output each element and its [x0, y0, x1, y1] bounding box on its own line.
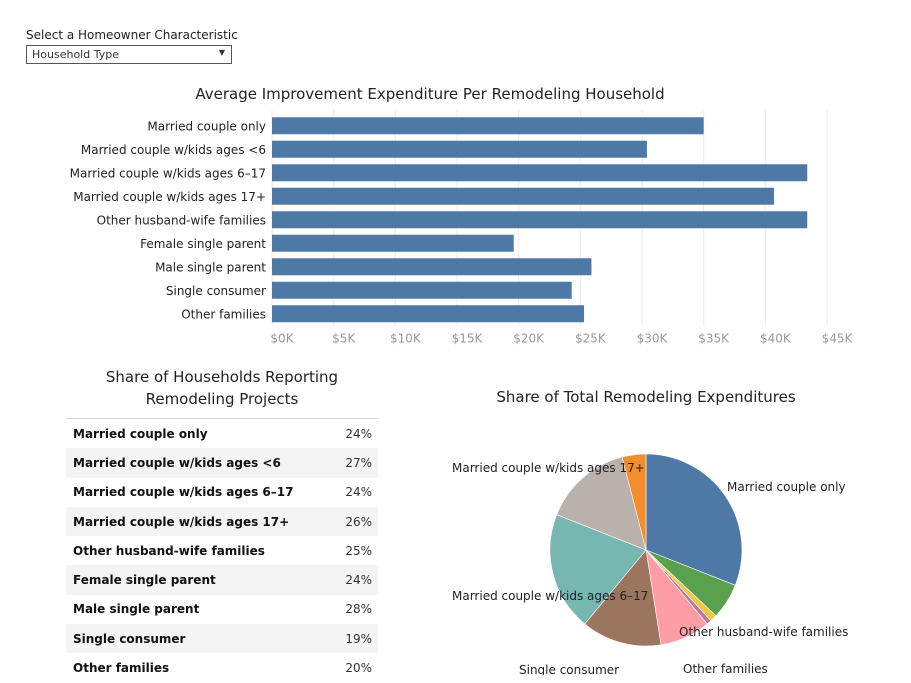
share-table: Married couple only 24% Married couple w/k…: [66, 418, 378, 683]
pie-slice-label: Other families: [683, 662, 768, 675]
bar-chart-title: Average Improvement Expenditure Per Remo…: [195, 85, 665, 103]
pie-slice[interactable]: [556, 456, 647, 551]
table-row-label: Married couple w/kids ages <6: [73, 455, 281, 470]
category-label: Married couple only: [147, 119, 266, 133]
category-label: Married couple w/kids ages <6: [81, 143, 266, 157]
table-row: Male single parent 28%: [66, 595, 378, 624]
bar[interactable]: [272, 234, 514, 252]
x-tick-label: $15K: [452, 332, 484, 346]
table-row: Female single parent 24%: [66, 565, 378, 595]
pie-slice[interactable]: [645, 453, 743, 586]
table-row-label: Other husband-wife families: [73, 543, 265, 558]
bar[interactable]: [272, 258, 592, 276]
table-row-value: 24%: [345, 426, 372, 441]
pie-slice[interactable]: [621, 453, 647, 551]
bar[interactable]: [272, 187, 774, 205]
pie-chart: Married couple only Other husband-wife fa…: [452, 453, 848, 675]
category-label: Married couple w/kids ages 17+: [73, 190, 266, 204]
bar[interactable]: [272, 140, 647, 158]
dropdown-selected-value: Household Type: [32, 48, 119, 61]
table-row-label: Single consumer: [73, 631, 186, 646]
pie-slice-label: Married couple w/kids ages 6–17: [452, 589, 648, 603]
table-row: Other husband-wife families 25%: [66, 536, 378, 565]
x-tick-label: $0K: [270, 332, 294, 346]
bar[interactable]: [272, 211, 808, 229]
table-row-label: Female single parent: [73, 573, 216, 588]
dropdown-arrow-icon: ▼: [218, 48, 225, 57]
category-label: Female single parent: [140, 237, 266, 251]
bar[interactable]: [272, 117, 704, 135]
pie-slice-label: Single consumer: [519, 663, 619, 675]
table-row-value: 27%: [345, 455, 372, 470]
table-row: Married couple only 24%: [66, 419, 378, 448]
bar[interactable]: [272, 164, 808, 182]
pie-slice[interactable]: [584, 549, 662, 647]
x-tick-label: $35K: [698, 332, 730, 346]
pie-slice[interactable]: [549, 514, 647, 625]
category-label: Single consumer: [166, 284, 266, 298]
x-tick-label: $5K: [332, 332, 356, 346]
x-tick-label: $20K: [513, 332, 545, 346]
table-title-line2: Remodeling Projects: [145, 390, 299, 408]
table-row: Single consumer 19%: [66, 624, 378, 654]
x-tick-label: $30K: [637, 332, 669, 346]
category-label: Male single parent: [155, 260, 266, 274]
category-label: Married couple w/kids ages 6–17: [70, 166, 266, 180]
table-title: Share of Households Reporting Remodeling…: [66, 366, 378, 410]
table-row-label: Male single parent: [73, 602, 200, 617]
x-tick-label: $40K: [760, 332, 792, 346]
table-row-value: 26%: [345, 514, 372, 529]
table-title-line1: Share of Households Reporting: [105, 368, 339, 386]
table-row-value: 20%: [345, 661, 372, 676]
table-row-label: Married couple w/kids ages 6–17: [73, 485, 294, 500]
table-row-label: Married couple w/kids ages 17+: [73, 514, 290, 529]
table-row: Married couple w/kids ages <6 27%: [66, 448, 378, 478]
category-label: Other husband-wife families: [97, 213, 266, 227]
filter-label: Select a Homeowner Characteristic: [26, 28, 238, 42]
category-label: Other families: [181, 307, 266, 321]
pie-chart-title: Share of Total Remodeling Expenditures: [496, 388, 796, 406]
table-row: Married couple w/kids ages 17+ 26%: [66, 506, 378, 537]
table-row-label: Married couple only: [73, 426, 208, 441]
x-tick-label: $10K: [390, 332, 422, 346]
table-row-value: 19%: [345, 631, 372, 646]
table-row-value: 24%: [345, 573, 372, 588]
bar[interactable]: [272, 281, 572, 299]
x-tick-label: $25K: [575, 332, 607, 346]
bar[interactable]: [272, 305, 585, 323]
x-tick-label: $45K: [822, 332, 854, 346]
bar-chart: $0K $5K $10K $15K $20K $25K $30K $35K $40K $45K Ma…: [70, 110, 854, 346]
table-row-value: 28%: [345, 602, 372, 617]
table-row: Married couple w/kids ages 6–17 24%: [66, 478, 378, 507]
table-row-value: 25%: [345, 543, 372, 558]
pie-slice-label: Other husband-wife families: [679, 625, 848, 639]
homeowner-characteristic-dropdown[interactable]: Household Type ▼: [26, 45, 232, 64]
pie-slice-label: Married couple w/kids ages 17+: [452, 461, 645, 475]
table-row-label: Other families: [73, 661, 170, 676]
table-row: Other families 20%: [66, 653, 378, 682]
pie-slice-label: Married couple only: [727, 480, 846, 494]
table-row-value: 24%: [345, 485, 372, 500]
